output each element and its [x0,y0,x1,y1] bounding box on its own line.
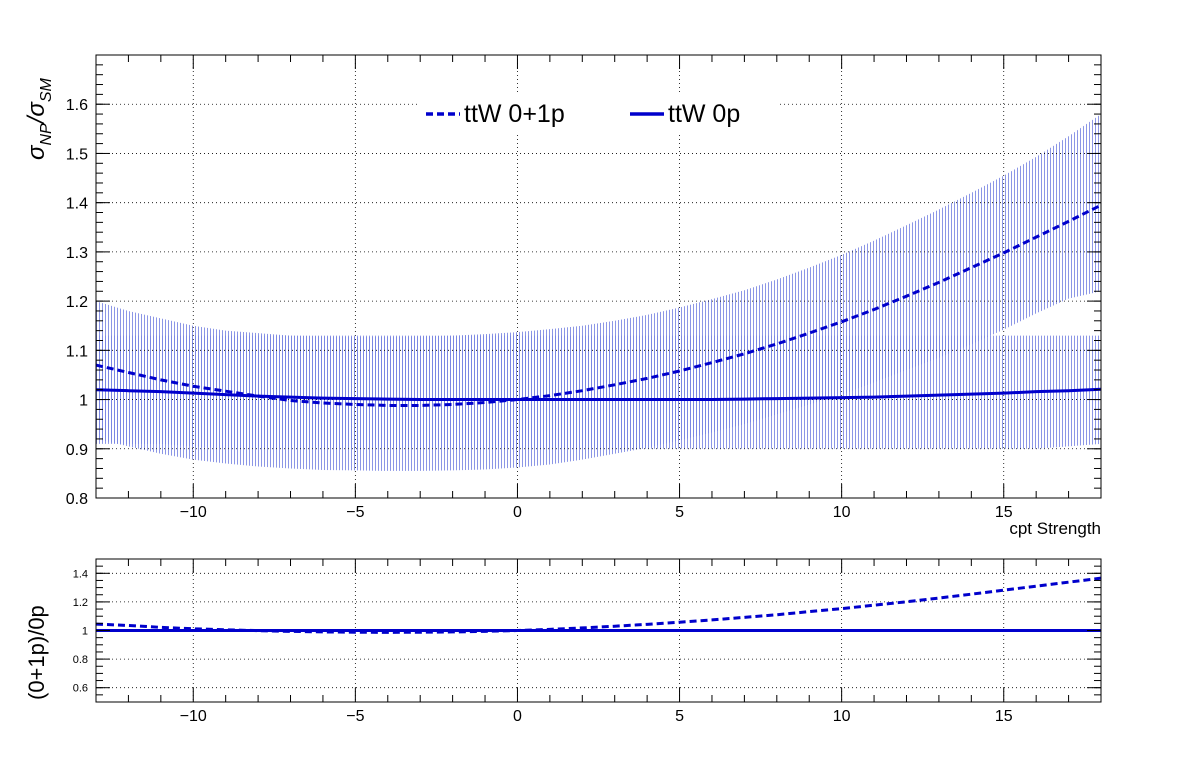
y-tick-label: 1.4 [66,196,88,213]
y-tick-label: 1 [82,626,88,638]
y-tick-label: 0.8 [66,491,88,508]
y-tick-label: 0.9 [66,442,88,459]
y-tick-label: 0.8 [73,654,88,666]
x-tick-label: 5 [675,504,684,521]
ratio-ticks [95,558,1102,703]
y-tick-label: 1.4 [73,568,88,580]
main-x-axis-title: cpt Strength [1009,519,1101,538]
uncertainty-band-1 [96,335,1101,449]
series-line-1 [96,387,1101,402]
y-tick-label: 1 [79,393,88,410]
main-series [96,203,1101,407]
x-tick-label: 15 [995,708,1013,725]
x-tick-label: 10 [833,708,851,725]
ratio-series [96,576,1101,634]
y-tick-label: 1.2 [66,294,88,311]
y-tick-label: 1.2 [73,597,88,609]
legend-background [418,92,778,134]
y-tick-label: 1.3 [66,245,88,262]
x-tick-label: −5 [346,504,364,521]
legend-label-0p1p: ttW 0+1p [464,100,565,128]
legend-label-0p: ttW 0p [668,100,740,128]
y-tick-label: 0.6 [73,683,88,695]
x-tick-label: −10 [180,708,207,725]
y-title-over-sigma: /σ [23,101,50,126]
x-tick-label: 0 [513,504,522,521]
main-y-axis-title: σNP/σSM [23,77,55,160]
y-title-np: NP [38,123,55,146]
ratio-y-axis-title: (0+1p)/0p [24,605,49,700]
ratio-tick-labels: −10 −5 0 5 10 15 0.6 0.8 1 1.2 1.4 [73,568,1013,725]
y-title-sm: SM [38,77,55,102]
main-bands [96,114,1101,471]
x-tick-label: −10 [180,504,207,521]
main-frame [95,54,1102,499]
y-tick-label: 1.6 [66,97,88,114]
x-tick-label: −5 [346,708,364,725]
x-tick-label: 15 [995,504,1013,521]
series-line-0 [96,576,1101,634]
main-panel: −10 −5 0 5 10 15 0.8 0.9 1 1.1 1.2 1.3 1.4 1.5 1.6 ttW… [23,54,1102,538]
legend: ttW 0+1p ttW 0p [418,92,778,134]
y-tick-label: 1.5 [66,146,88,163]
main-ticks [95,54,1102,499]
y-title-sigma: σ [23,144,50,160]
x-tick-label: 0 [513,708,522,725]
ratio-panel: −10 −5 0 5 10 15 0.6 0.8 1 1.2 1.4 (0+1p)/0p [24,558,1102,725]
main-tick-labels: −10 −5 0 5 10 15 0.8 0.9 1 1.1 1.2 1.3 1.4 1.5 1.6 [66,97,1013,521]
y-tick-label: 1.1 [66,343,88,360]
x-tick-label: 10 [833,504,851,521]
x-tick-label: 5 [675,708,684,725]
